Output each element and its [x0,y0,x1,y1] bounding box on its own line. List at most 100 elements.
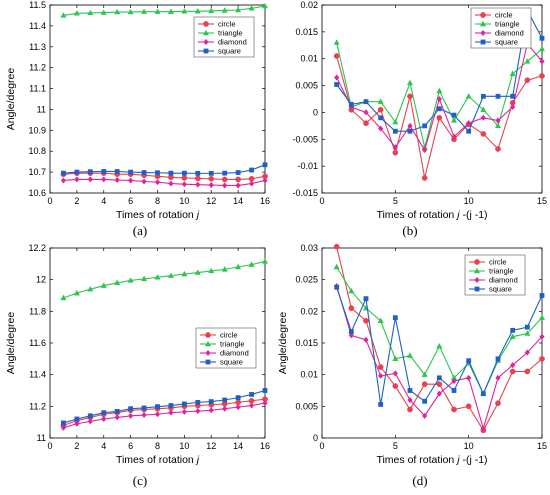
y-tick-label: 11 [37,433,46,443]
data-point-diamond [168,409,174,416]
data-point-diamond [195,181,201,188]
data-point-diamond [87,176,93,183]
data-point-diamond [128,177,134,184]
y-tick-label: 0.03 [300,243,318,253]
data-point-square [181,170,187,176]
legend-marker-square [203,48,209,54]
data-point-triangle [181,270,188,277]
data-point-square [539,35,545,41]
data-point-triangle [60,12,67,18]
data-point-square [235,170,241,175]
data-point-square [249,392,254,397]
y-tick-label: 0.005 [295,81,318,91]
data-point-diamond [181,181,187,188]
data-point-square [422,123,428,129]
x-axis-title-main: Times of rotation [116,209,197,221]
x-tick-label: 0 [47,441,52,451]
series-diamond [334,283,545,432]
legend-marker-circle [474,259,480,265]
y-tick-label: 11.4 [29,370,46,380]
data-point-square [334,284,340,290]
legend-entry-triangle: triangle [489,267,514,276]
data-point-triangle [407,79,413,86]
data-point-circle [524,77,531,84]
data-point-diamond [181,408,187,415]
data-point-diamond [60,177,67,184]
series-line-circle [63,172,266,180]
data-point-square [480,391,486,397]
data-point-triangle [248,261,255,267]
data-point-square [407,128,413,134]
data-point-square [436,375,442,381]
data-point-square [74,416,80,422]
y-tick-label: 0.005 [295,401,318,411]
y-tick-label: 0.025 [295,275,318,285]
legend-entry-square: square [495,38,518,47]
data-point-circle [509,368,516,375]
x-tick-label: 15 [537,196,547,206]
legend-marker-circle [205,332,211,338]
data-point-square [101,410,107,416]
x-tick-label: 14 [233,196,243,206]
x-tick-label: 8 [155,441,160,451]
legend-entry-diamond: diamond [220,349,249,358]
legend-entry-circle: circle [218,20,236,29]
data-point-diamond [466,374,472,381]
legend-entry-triangle: triangle [218,29,243,38]
data-point-triangle [194,269,201,275]
data-point-triangle [524,330,531,336]
data-point-triangle [333,39,340,45]
x-tick-label: 6 [128,196,133,206]
data-point-circle [194,175,201,182]
data-point-square [128,169,134,175]
y-tick-label: 11 [37,104,46,114]
data-point-square [539,293,545,298]
y-tick-label: 10.6 [28,188,46,198]
series-line-triangle [63,5,266,16]
data-point-diamond [248,402,255,409]
data-point-square [466,358,472,364]
legend-entry-diamond: diamond [218,38,247,47]
data-point-circle [363,120,369,127]
data-point-square [195,399,201,405]
data-point-triangle [392,118,399,125]
legend-marker-square [480,39,486,45]
data-point-diamond [392,370,398,377]
x-tick-label: 10 [179,196,189,206]
data-point-triangle [60,294,67,301]
legend-marker-triangle [203,29,209,36]
data-point-triangle [539,314,545,320]
data-point-diamond [495,374,501,381]
data-point-diamond [154,179,161,186]
x-tick-label: 10 [464,441,474,451]
x-tick-label: 2 [74,441,79,451]
data-point-square [128,406,134,412]
data-point-diamond [451,378,457,384]
data-point-circle [407,406,413,413]
data-point-square [524,324,530,330]
y-tick-label: 11.2 [29,63,46,73]
y-tick-label: 0.015 [295,27,318,37]
y-tick-label: 11.1 [29,84,46,94]
data-point-diamond [235,404,241,411]
data-point-circle [407,93,413,100]
chart-panel-1: 0 2 4 6 8 10 12 14 16 10.6 10.7 10.8 10.9 11 11.1 11.2 1… [5,0,270,238]
data-point-square [348,101,354,107]
x-axis-title: Times of rotation j -(j -1) [376,209,487,221]
data-point-diamond [539,58,545,65]
x-tick-label: 16 [260,196,270,206]
series-circle [60,396,268,429]
x-tick-label: 2 [74,196,79,206]
data-point-square [87,413,93,419]
data-point-circle [235,176,241,183]
data-point-diamond [436,390,442,397]
data-point-triangle [167,8,174,14]
data-point-square [181,401,187,407]
x-tick-label: 10 [464,196,474,206]
data-point-circle [524,368,531,375]
series-triangle [60,2,268,18]
data-point-triangle [333,263,340,270]
data-point-square [155,170,160,176]
